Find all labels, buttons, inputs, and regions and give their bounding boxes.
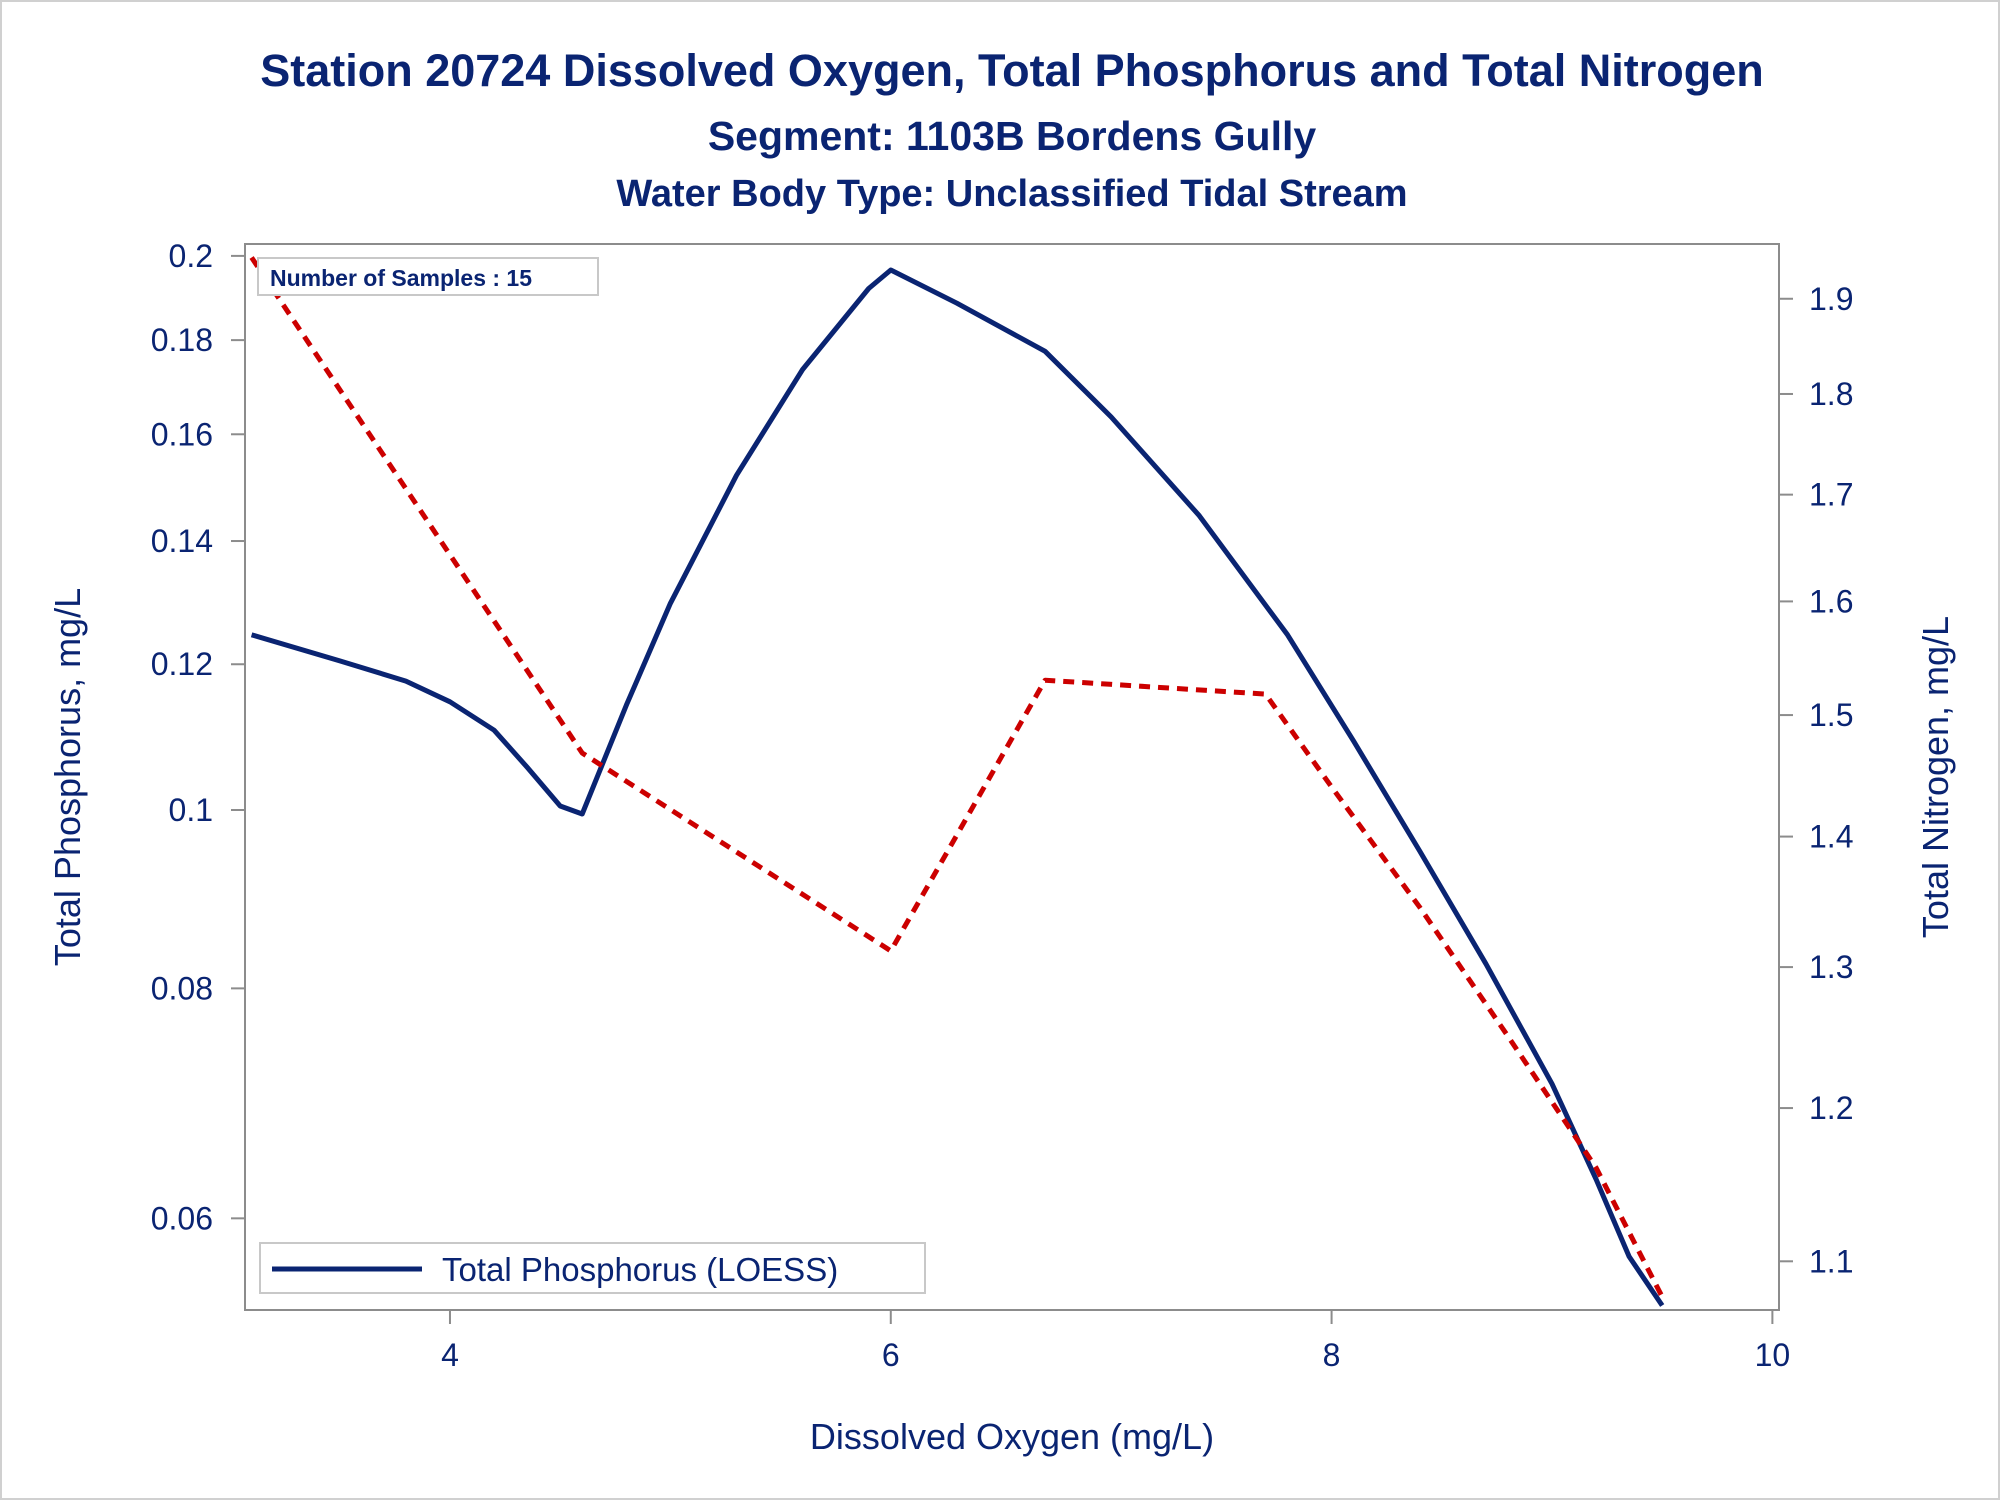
y2-tick-label: 1.4 xyxy=(1809,819,1853,855)
y-tick-label: 0.18 xyxy=(151,322,213,358)
plot-area xyxy=(244,243,1780,1311)
y2-tick-label: 1.6 xyxy=(1809,583,1853,619)
y-axis-right: 1.1 1.2 1.3 1.4 1.5 1.6 1.7 1.8 1.9 xyxy=(1779,281,1853,1279)
y-tick-label: 0.16 xyxy=(151,416,213,452)
chart-title: Station 20724 Dissolved Oxygen, Total Ph… xyxy=(260,45,1764,96)
legend-label-phosphorus: Total Phosphorus (LOESS) xyxy=(442,1251,838,1288)
x-tick-label: 8 xyxy=(1323,1337,1341,1373)
sample-count-inset: Number of Samples : 15 xyxy=(257,257,599,296)
y-axis-label: Total Phosphorus, mg/L xyxy=(47,588,88,966)
x-axis-label: Dissolved Oxygen (mg/L) xyxy=(810,1416,1214,1457)
y-tick-label: 0.12 xyxy=(151,646,213,682)
series-line-total-phosphorus xyxy=(250,267,1665,1307)
y2-tick-label: 1.9 xyxy=(1809,281,1853,317)
x-tick-label: 4 xyxy=(441,1337,459,1373)
chart-subtitle: Segment: 1103B Bordens Gully xyxy=(708,113,1317,159)
y-tick-label: 0.08 xyxy=(151,970,213,1006)
y2-axis-label: Total Nitrogen, mg/L xyxy=(1915,616,1956,938)
y-tick-label: 0.06 xyxy=(151,1200,213,1236)
x-axis: 4 6 8 10 xyxy=(441,1310,1790,1373)
y-tick-label: 0.14 xyxy=(151,523,213,559)
y2-tick-label: 1.1 xyxy=(1809,1243,1853,1279)
series-layer xyxy=(249,256,1665,1307)
sample-count-box xyxy=(257,257,599,296)
legend: Total Phosphorus (LOESS) xyxy=(259,1242,926,1294)
sample-count-text: Number of Samples : 15 xyxy=(270,265,532,291)
chart-subtitle-2: Water Body Type: Unclassified Tidal Stre… xyxy=(616,173,1407,215)
x-tick-label: 6 xyxy=(882,1337,900,1373)
y2-tick-label: 1.8 xyxy=(1809,376,1853,412)
y2-tick-label: 1.3 xyxy=(1809,949,1853,985)
y2-tick-label: 1.5 xyxy=(1809,697,1853,733)
y2-tick-label: 1.7 xyxy=(1809,477,1853,513)
series-line-total-nitrogen xyxy=(249,256,1665,1299)
x-tick-label: 10 xyxy=(1755,1337,1791,1373)
y2-tick-label: 1.2 xyxy=(1809,1090,1853,1126)
y-axis-left: 0.06 0.08 0.1 0.12 0.14 0.16 0.18 0.2 xyxy=(151,238,245,1236)
y-tick-label: 0.1 xyxy=(169,792,213,828)
y-tick-label: 0.2 xyxy=(169,238,213,274)
